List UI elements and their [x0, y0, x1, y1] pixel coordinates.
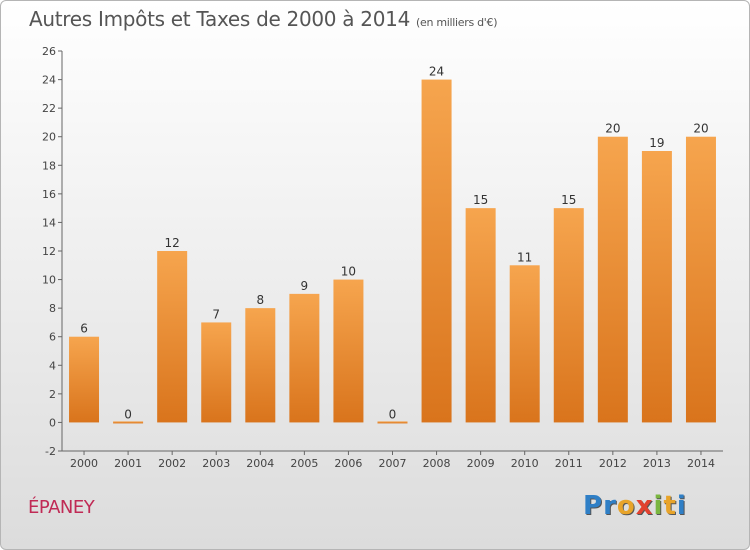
x-tick-label: 2006: [334, 457, 362, 470]
y-tick-label: 8: [49, 302, 56, 315]
x-tick-label: 2014: [687, 457, 715, 470]
data-label: 15: [473, 193, 488, 207]
data-labels: 6 0 12 7 8 9 10 0 24 15 11 15 20 19 20: [80, 65, 708, 422]
logo-letter: o: [616, 491, 636, 521]
data-label: 19: [649, 136, 664, 150]
bar: [289, 293, 320, 423]
title-text: Autres Impôts et Taxes de 2000 à 2014: [29, 7, 410, 31]
y-tick-label: 16: [42, 188, 56, 201]
data-label: 20: [605, 122, 620, 136]
data-label: 8: [256, 293, 264, 307]
y-tick-label: 12: [42, 245, 56, 258]
bar: [597, 136, 628, 423]
y-tick-label: 24: [42, 74, 56, 87]
data-label: 6: [80, 322, 88, 336]
bar: [113, 421, 144, 424]
data-label: 0: [389, 407, 397, 421]
bar: [685, 136, 716, 423]
x-tick-label: 2010: [511, 457, 539, 470]
x-tick-label: 2011: [555, 457, 583, 470]
data-label: 20: [693, 122, 708, 136]
data-label: 10: [341, 265, 356, 279]
x-tick-label: 2005: [290, 457, 318, 470]
bar: [245, 308, 276, 423]
logo-letter: t: [663, 491, 677, 521]
x-tick-label: 2013: [643, 457, 671, 470]
data-label: 0: [124, 407, 132, 421]
bar: [157, 251, 188, 423]
x-tick-label: 2009: [467, 457, 495, 470]
y-tick-label: 18: [42, 159, 56, 172]
data-label: 15: [561, 193, 576, 207]
x-tick-label: 2002: [158, 457, 186, 470]
data-label: 11: [517, 250, 532, 264]
y-tick-label: 0: [49, 416, 56, 429]
x-tick-label: 2000: [70, 457, 98, 470]
bars: [69, 79, 716, 424]
y-tick-label: 4: [49, 359, 56, 372]
y-tick-label: 20: [42, 131, 56, 144]
bar: [201, 322, 232, 423]
data-label: 24: [429, 65, 444, 79]
logo-letter: i: [653, 491, 664, 521]
y-tick-label: 6: [49, 331, 56, 344]
bar: [421, 79, 452, 423]
bar: [641, 151, 672, 423]
y-tick-label: 26: [42, 45, 56, 58]
bar: [69, 336, 100, 423]
bar: [553, 208, 584, 423]
bar: [333, 279, 364, 423]
logo-letter: i: [676, 491, 687, 521]
x-tick-label: 2003: [202, 457, 230, 470]
commune-name: ÉPANEY: [28, 497, 95, 518]
data-label: 7: [212, 307, 220, 321]
y-tick-label: 14: [42, 216, 56, 229]
x-tick-label: 2008: [423, 457, 451, 470]
bar: [465, 208, 496, 423]
x-tick-label: 2007: [379, 457, 407, 470]
logo-letter: r: [603, 491, 617, 521]
chart-title: Autres Impôts et Taxes de 2000 à 2014 (en…: [29, 7, 497, 31]
x-tick-label: 2012: [599, 457, 627, 470]
logo-letter: x: [635, 491, 654, 521]
proxiti-logo: Proxiti: [583, 491, 687, 521]
data-label: 12: [165, 236, 180, 250]
x-tick-label: 2001: [114, 457, 142, 470]
bar: [377, 421, 408, 424]
logo-letter: P: [583, 491, 604, 521]
data-label: 9: [301, 279, 309, 293]
y-tick-label: 2: [49, 388, 56, 401]
y-tick-label: 10: [42, 274, 56, 287]
chart-subtitle: (en milliers d'€): [416, 16, 498, 29]
y-tick-label: 22: [42, 102, 56, 115]
y-tick-label: -2: [45, 445, 56, 458]
bar: [509, 265, 540, 423]
x-tick-label: 2004: [246, 457, 274, 470]
